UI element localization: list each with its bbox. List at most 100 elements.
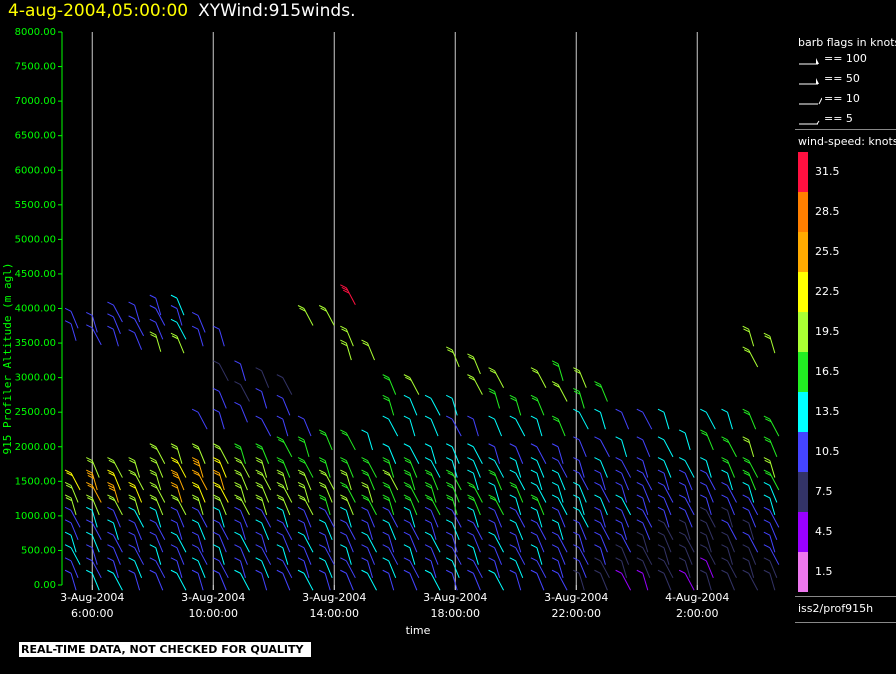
wind-barb <box>345 560 356 579</box>
wind-barb-flag <box>488 569 495 574</box>
y-tick-label: 4000.00 <box>15 304 56 315</box>
wind-barb-flag <box>362 342 369 347</box>
wind-barb <box>197 411 208 430</box>
wind-barb-flag <box>509 506 516 511</box>
wind-barb-flag <box>87 475 95 479</box>
wind-barb-flag <box>468 376 476 381</box>
wind-barb <box>642 460 649 478</box>
wind-barb <box>176 297 185 316</box>
wind-barb-flag <box>150 484 158 489</box>
wind-barb-flag <box>424 544 432 549</box>
wind-barb <box>748 573 759 591</box>
wind-barb-flag <box>234 482 241 486</box>
wind-barb-flag <box>509 394 516 399</box>
wind-barb <box>261 510 272 528</box>
wind-barb <box>494 485 501 503</box>
wind-barb-flag <box>340 284 347 289</box>
wind-barb-flag <box>424 443 432 448</box>
y-tick-label: 2000.00 <box>15 442 56 453</box>
wind-barb-flag <box>722 439 730 444</box>
wind-barb <box>536 522 547 541</box>
wind-barb <box>600 560 610 579</box>
wind-barb-flag <box>256 472 264 477</box>
wind-barb-flag <box>383 397 390 402</box>
wind-barb <box>155 535 164 553</box>
wind-barb-flag <box>276 531 284 536</box>
wind-barb <box>769 510 780 528</box>
wind-barb-flag <box>678 544 686 549</box>
wind-barb-flag <box>594 469 601 474</box>
wind-barb-flag <box>446 482 453 486</box>
wind-barb-flag <box>509 482 516 486</box>
wind-barb <box>388 398 395 416</box>
wind-barb <box>430 472 439 491</box>
wind-barb-flag <box>574 369 581 374</box>
wind-barb <box>324 547 335 565</box>
wind-barb-flag <box>234 401 241 406</box>
barb-flag-legend-item: == 10 <box>798 92 896 108</box>
wind-barb-flag <box>276 544 284 549</box>
wind-barb <box>176 560 183 578</box>
wind-barb <box>705 411 716 430</box>
wind-barb-flag <box>86 494 93 499</box>
wind-barb <box>663 412 670 430</box>
wind-barb <box>155 446 166 464</box>
wind-barb-flag <box>297 569 305 574</box>
wind-barb <box>155 334 162 352</box>
wind-barb-flag <box>191 469 199 474</box>
wind-barb-flag <box>86 557 93 562</box>
axes: 0.00 500.00 1000.00 1500.00 2000.00 2500.00 30… <box>1 27 729 637</box>
wind-barb-flag <box>276 482 284 486</box>
wind-barb-flag <box>615 457 622 462</box>
wind-barb-flag <box>361 506 368 511</box>
wind-barb <box>261 573 268 591</box>
wind-barb-flag <box>678 569 686 574</box>
wind-barb <box>769 522 778 540</box>
wind-barb-flag <box>235 484 242 489</box>
wind-barb-flag <box>150 497 158 502</box>
wind-barb-flag <box>530 557 538 562</box>
y-tick-label: 8000.00 <box>15 27 56 38</box>
wind-barb <box>472 573 481 591</box>
wind-barb-flag <box>488 506 495 511</box>
wind-barb <box>769 535 776 553</box>
wind-barb-flag <box>276 519 284 524</box>
barb-flags-title: barb flags in knots <box>798 36 896 49</box>
wind-barb <box>282 522 293 541</box>
wind-barb <box>536 370 547 388</box>
wind-barb-flag <box>488 367 495 372</box>
wind-barb-flag <box>318 531 326 536</box>
wind-barb-flag <box>551 531 559 536</box>
barb-flag-glyph <box>799 120 820 125</box>
wind-barb-flag <box>255 457 262 462</box>
wind-barb <box>727 535 735 553</box>
wind-barb <box>494 497 505 516</box>
wind-barb-flag <box>234 506 241 511</box>
wind-barb <box>240 472 248 491</box>
wind-barb-flag <box>149 443 156 448</box>
wind-barb <box>451 522 460 540</box>
wind-barb-flag <box>128 494 135 499</box>
y-tick-label: 1000.00 <box>15 511 56 522</box>
barb-flag-mark <box>816 120 820 125</box>
wind-barb-flag <box>678 429 686 434</box>
wind-barb <box>91 472 98 491</box>
wind-barb-flag <box>340 339 347 344</box>
wind-barb <box>536 547 543 565</box>
colorbar-label: 25.5 <box>815 245 840 258</box>
wind-barb-flag <box>657 506 665 511</box>
wind-barb <box>261 418 272 437</box>
wind-barb-flag <box>382 569 389 574</box>
wind-barb <box>642 411 653 430</box>
wind-barb <box>536 418 543 437</box>
wind-barb <box>451 398 458 416</box>
wind-barb <box>409 535 418 553</box>
wind-barb <box>345 432 356 451</box>
wind-barb-flag <box>318 482 326 486</box>
colorbar-swatch <box>798 192 808 232</box>
wind-barb-flag <box>341 497 348 502</box>
wind-barb <box>409 446 420 464</box>
wind-barb <box>578 560 587 578</box>
wind-barb-flag <box>424 569 432 574</box>
wind-barb-flag <box>255 506 262 511</box>
